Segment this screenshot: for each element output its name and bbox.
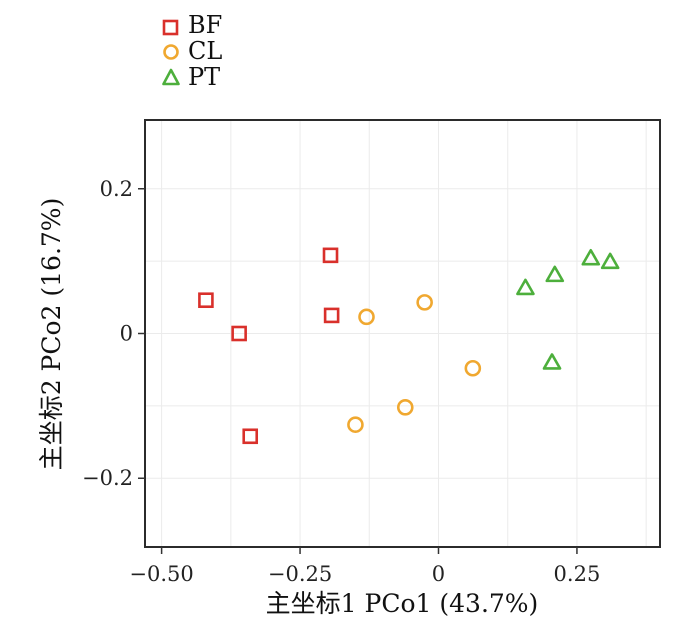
series-pt <box>516 248 620 370</box>
data-point-triangle <box>542 353 562 370</box>
y-axis-title: 主坐标2 PCo2 (16.7%) <box>37 198 66 471</box>
data-point-circle <box>347 416 364 433</box>
legend-item-pt: PT <box>162 63 220 91</box>
data-point-square <box>242 428 259 445</box>
data-point-circle <box>396 399 414 416</box>
data-point-triangle <box>600 252 620 270</box>
data-point-triangle <box>516 278 535 296</box>
y-tick-label: −0.2 <box>82 466 133 490</box>
data-point-square <box>322 247 339 264</box>
data-point-square <box>198 292 214 309</box>
data-point-circle <box>464 359 482 377</box>
legend-marker-square <box>162 19 179 36</box>
legend-marker-circle <box>163 44 179 60</box>
x-tick-label: 0 <box>432 562 445 586</box>
data-points <box>198 247 620 445</box>
legend-marker-triangle <box>162 68 180 86</box>
y-tick-label: 0 <box>120 322 133 346</box>
y-tick-label: 0.2 <box>100 177 133 201</box>
legend-label-pt: PT <box>188 63 220 91</box>
legend-label-bf: BF <box>188 11 222 39</box>
data-point-triangle <box>545 265 565 283</box>
x-tick-label: 0.25 <box>554 562 601 586</box>
legend-item-bf: BF <box>162 11 222 39</box>
axis-ticks: −0.50 −0.25 0 0.25 −0.2 0 0.2 <box>82 177 600 586</box>
legend: BF CL PT <box>162 11 222 91</box>
data-point-circle <box>416 294 433 311</box>
legend-item-cl: CL <box>163 37 222 65</box>
data-point-circle <box>358 308 375 326</box>
series-cl <box>347 294 482 433</box>
x-axis-title: 主坐标1 PCo1 (43.7%) <box>266 589 539 618</box>
x-tick-label: −0.50 <box>129 562 193 586</box>
legend-label-cl: CL <box>188 37 222 65</box>
x-tick-label: −0.25 <box>268 562 332 586</box>
data-point-square <box>231 325 247 342</box>
series-bf <box>198 247 340 445</box>
data-point-triangle <box>581 248 601 266</box>
grid-lines <box>145 120 660 547</box>
data-point-square <box>323 307 340 324</box>
